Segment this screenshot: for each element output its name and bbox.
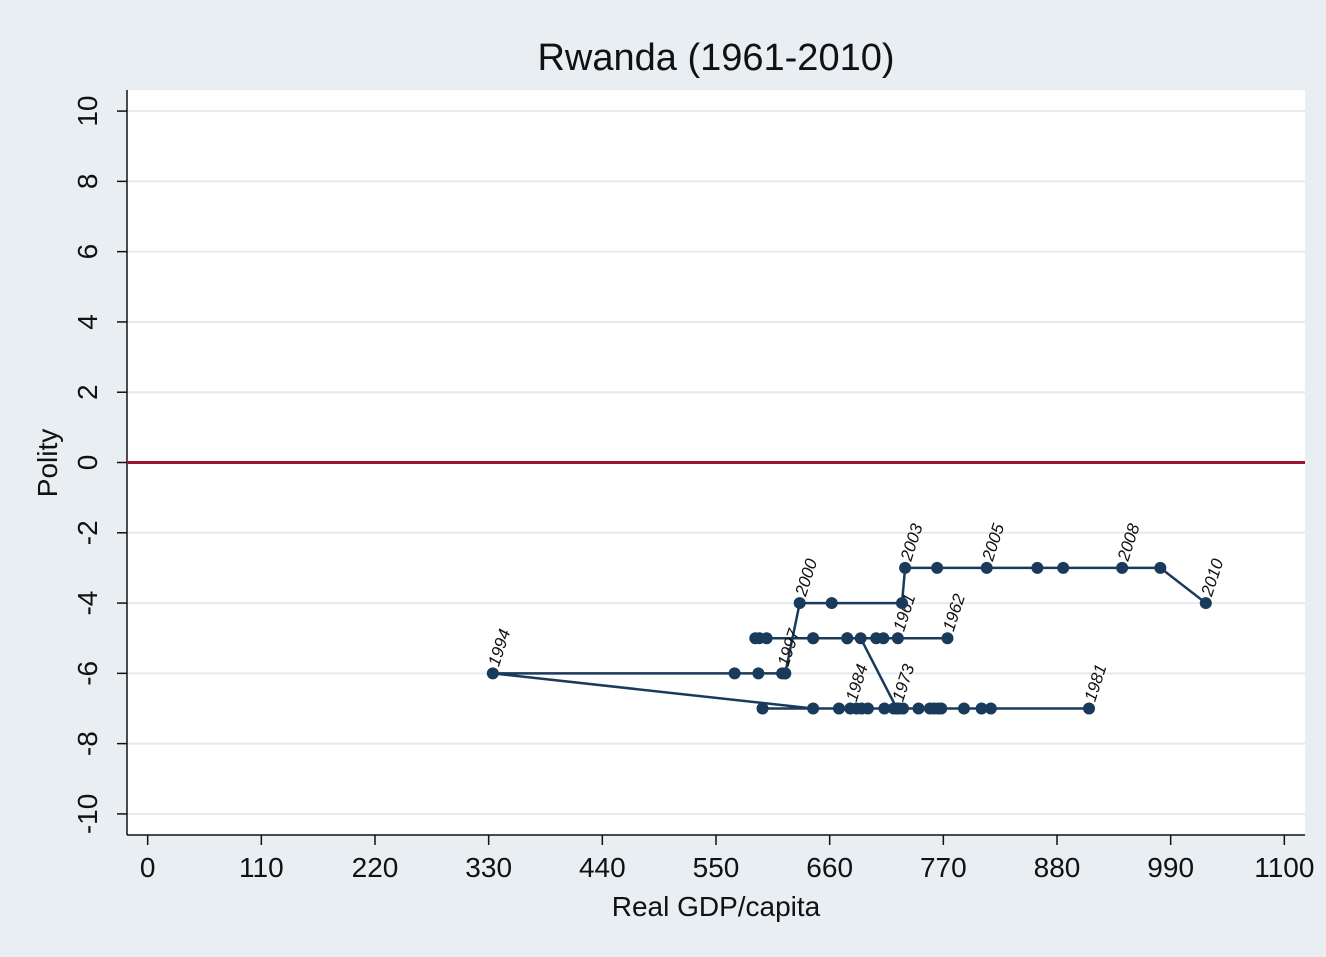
point <box>752 667 765 680</box>
y-tick-label: 2 <box>72 384 103 400</box>
point <box>841 632 854 645</box>
y-axis-label: Polity <box>32 429 63 497</box>
y-tick-label: -4 <box>72 591 103 616</box>
point <box>896 597 908 610</box>
x-tick-label: 330 <box>465 852 512 883</box>
y-tick-label: 6 <box>72 244 103 260</box>
x-tick-label: 0 <box>140 852 156 883</box>
point <box>975 702 988 715</box>
x-tick-label: 220 <box>352 852 399 883</box>
y-tick-label: -2 <box>72 520 103 545</box>
point <box>832 702 845 715</box>
point <box>892 702 905 715</box>
point <box>756 702 769 715</box>
x-tick-label: 110 <box>239 852 284 883</box>
x-tick-label: 770 <box>920 852 967 883</box>
point <box>1154 561 1167 574</box>
point <box>1083 702 1096 715</box>
point <box>1057 561 1070 574</box>
x-tick-label: 660 <box>806 852 853 883</box>
x-tick-label: 440 <box>579 852 626 883</box>
point <box>861 702 874 715</box>
y-tick-label: -6 <box>72 661 103 686</box>
point <box>793 597 806 610</box>
y-tick-label: 8 <box>72 174 103 190</box>
point <box>980 561 993 574</box>
point <box>932 702 945 715</box>
chart-title: Rwanda (1961-2010) <box>537 37 894 79</box>
y-tick-label: 4 <box>72 314 103 330</box>
point <box>850 702 863 715</box>
x-tick-label: 1100 <box>1254 852 1314 883</box>
point <box>891 632 904 645</box>
point <box>1031 561 1044 574</box>
point <box>912 702 925 715</box>
y-tick-label: -10 <box>72 794 103 834</box>
point <box>984 702 997 715</box>
point <box>931 561 944 574</box>
point <box>941 632 954 645</box>
point <box>825 597 838 610</box>
point <box>486 667 499 680</box>
point <box>807 702 820 715</box>
point <box>807 632 820 645</box>
point <box>870 632 883 645</box>
x-tick-label: 880 <box>1034 852 1081 883</box>
point <box>854 632 867 645</box>
x-axis-label: Real GDP/capita <box>612 891 821 922</box>
point <box>958 702 970 715</box>
point <box>779 667 792 680</box>
point <box>878 702 891 715</box>
point <box>899 561 912 574</box>
point <box>749 632 762 645</box>
x-tick-label: 550 <box>693 852 740 883</box>
y-tick-label: -8 <box>72 731 103 756</box>
y-tick-label: 10 <box>72 96 103 127</box>
y-tick-label: 0 <box>72 455 103 471</box>
point <box>728 667 741 680</box>
point <box>1116 561 1129 574</box>
x-tick-label: 990 <box>1147 852 1194 883</box>
point <box>1199 597 1212 610</box>
